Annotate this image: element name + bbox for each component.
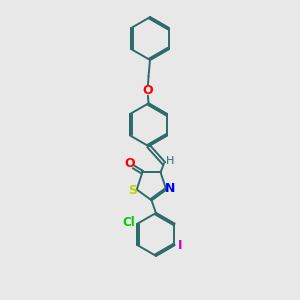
Text: H: H: [166, 156, 175, 166]
Text: N: N: [165, 182, 176, 196]
Text: O: O: [124, 158, 135, 170]
Text: Cl: Cl: [123, 216, 136, 229]
Text: S: S: [128, 184, 137, 197]
Text: I: I: [178, 239, 182, 252]
Text: O: O: [142, 84, 153, 97]
